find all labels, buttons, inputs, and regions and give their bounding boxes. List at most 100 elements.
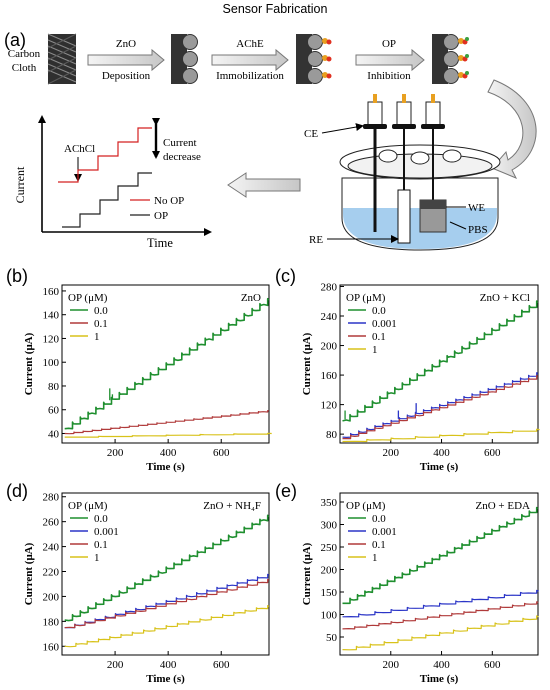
- legend-title: OP (μM): [68, 292, 108, 304]
- schematic-legend-no-op: No OP: [154, 195, 184, 207]
- y-tick-label: 100: [43, 357, 60, 369]
- legend-label-0.1: 0.1: [94, 539, 108, 551]
- x-axis-label: Time (s): [420, 461, 459, 473]
- series-line-1: [64, 605, 270, 648]
- y-tick-label: 220: [43, 567, 60, 579]
- y-tick-label: 160: [321, 370, 338, 382]
- step-arrow-zno: ZnO Deposition: [87, 38, 165, 82]
- y-tick-label: 200: [321, 565, 338, 577]
- plot-frame: [61, 492, 270, 656]
- panel-tag-c: (c): [275, 266, 296, 286]
- y-axis-label: Current (μA): [23, 332, 35, 395]
- series-line-1: [342, 428, 540, 443]
- legend-label-0.0: 0.0: [372, 513, 386, 525]
- y-tick-label: 80: [48, 381, 60, 393]
- chart-annotation: ZnO: [241, 292, 261, 304]
- carbon-cloth-label-line2: Cloth: [12, 62, 37, 74]
- electrochemical-cell: [339, 94, 501, 251]
- schematic-op-trace: [62, 172, 152, 228]
- legend-title: OP (μM): [346, 292, 386, 304]
- chart-panel-d: (d) 200 400 600 160 180 200 220 240 260 280 Time (s…: [6, 481, 270, 685]
- x-tick-label: 600: [213, 447, 230, 459]
- schematic-injection-label: AChCl: [64, 143, 95, 155]
- carbon-cloth-label-line1: Carbon: [8, 48, 41, 60]
- y-tick-label: 240: [43, 542, 60, 554]
- chart-annotation: ZnO + NH₄F: [203, 500, 261, 512]
- legend-label-0.001: 0.001: [372, 526, 397, 538]
- schematic-xlabel: Time: [147, 236, 173, 250]
- panel-a: Sensor Fabrication (a) Carbon Cloth: [4, 2, 537, 251]
- x-tick-label: 400: [433, 659, 450, 671]
- legend-label-0.1: 0.1: [94, 318, 108, 330]
- chart-panel-b: (b) 200 400 600 40 60 80 100 120 140 160 Time (s) Cu…: [6, 266, 272, 473]
- chart-panel-c: (c) 200 400 600 80 120 160 200 240 280 Time (s) Cur…: [275, 266, 540, 473]
- curved-arrow-icon: [487, 79, 537, 179]
- step-op-label: OP: [382, 38, 396, 50]
- x-axis-label: Time (s): [146, 461, 185, 473]
- x-tick-label: 600: [213, 659, 230, 671]
- we-label: WE: [468, 202, 485, 214]
- x-axis-label: Time (s): [420, 673, 459, 685]
- legend-label-0.0: 0.0: [94, 513, 108, 525]
- y-tick-label: 150: [321, 587, 338, 599]
- y-tick-label: 260: [43, 517, 60, 529]
- y-tick-label: 80: [326, 429, 338, 441]
- chart-annotation: ZnO + KCl: [480, 292, 530, 304]
- legend-label-0.1: 0.1: [372, 539, 386, 551]
- series-line-0.001: [342, 372, 539, 438]
- x-tick-label: 400: [160, 659, 177, 671]
- legend-label-0.0: 0.0: [372, 305, 386, 317]
- panel-tag-b: (b): [6, 266, 28, 286]
- y-tick-label: 280: [321, 281, 338, 293]
- legend-title: OP (μM): [346, 500, 386, 512]
- series-line-1: [342, 615, 539, 651]
- y-tick-label: 180: [43, 616, 60, 628]
- ache-immobilized-cloth-image: [296, 34, 332, 84]
- y-tick-label: 120: [321, 400, 338, 412]
- y-tick-label: 350: [321, 497, 338, 509]
- y-tick-label: 140: [43, 310, 60, 322]
- y-tick-label: 200: [321, 341, 338, 353]
- series-line-0.0: [64, 297, 270, 430]
- y-tick-label: 300: [321, 520, 338, 532]
- series-line-0.1: [342, 601, 539, 630]
- re-label: RE: [309, 234, 323, 246]
- legend-label-0.0: 0.0: [94, 305, 108, 317]
- legend-label-0.001: 0.001: [372, 318, 397, 330]
- op-inhibited-cloth-image: [432, 34, 469, 84]
- ce-label: CE: [304, 128, 318, 140]
- y-tick-label: 160: [43, 641, 60, 653]
- pbs-label: PBS: [468, 224, 488, 236]
- carbon-cloth-image: [47, 33, 77, 85]
- legend-label-0.1: 0.1: [372, 331, 386, 343]
- x-tick-label: 600: [484, 659, 501, 671]
- step-arrow-ache: AChE Immobilization: [211, 38, 289, 82]
- legend-label-1: 1: [372, 344, 378, 356]
- result-arrow-icon: [227, 172, 301, 198]
- chart-annotation: ZnO + EDA: [476, 500, 531, 512]
- step-zno-label: ZnO: [116, 38, 136, 50]
- schematic-legend-op: OP: [154, 210, 168, 222]
- x-tick-label: 200: [383, 659, 400, 671]
- schematic-annotation-line1: Current: [163, 137, 197, 149]
- x-tick-label: 200: [107, 659, 124, 671]
- panel-tag-d: (d): [6, 481, 28, 501]
- series-line-0.1: [64, 410, 269, 435]
- x-tick-label: 400: [160, 447, 177, 459]
- y-tick-label: 240: [321, 311, 338, 323]
- y-axis-label: Current (μA): [301, 542, 313, 605]
- chart-panel-e: (e) 200 400 600 50 100 150 200 250 300 350 Time (s)…: [275, 481, 539, 685]
- series-line-0.001: [64, 573, 270, 629]
- x-axis-label: Time (s): [146, 673, 185, 685]
- step-deposition-label: Deposition: [102, 70, 151, 82]
- panel-a-tag: (a): [4, 30, 26, 50]
- x-tick-label: 200: [107, 447, 124, 459]
- y-tick-label: 280: [43, 492, 60, 504]
- schematic-plot: Current Time AChCl Current decrease No O…: [13, 115, 212, 250]
- x-tick-label: 600: [484, 447, 501, 459]
- legend-label-0.001: 0.001: [94, 526, 119, 538]
- y-tick-label: 250: [321, 542, 338, 554]
- y-tick-label: 200: [43, 591, 60, 603]
- zno-coated-cloth-image: [171, 34, 198, 84]
